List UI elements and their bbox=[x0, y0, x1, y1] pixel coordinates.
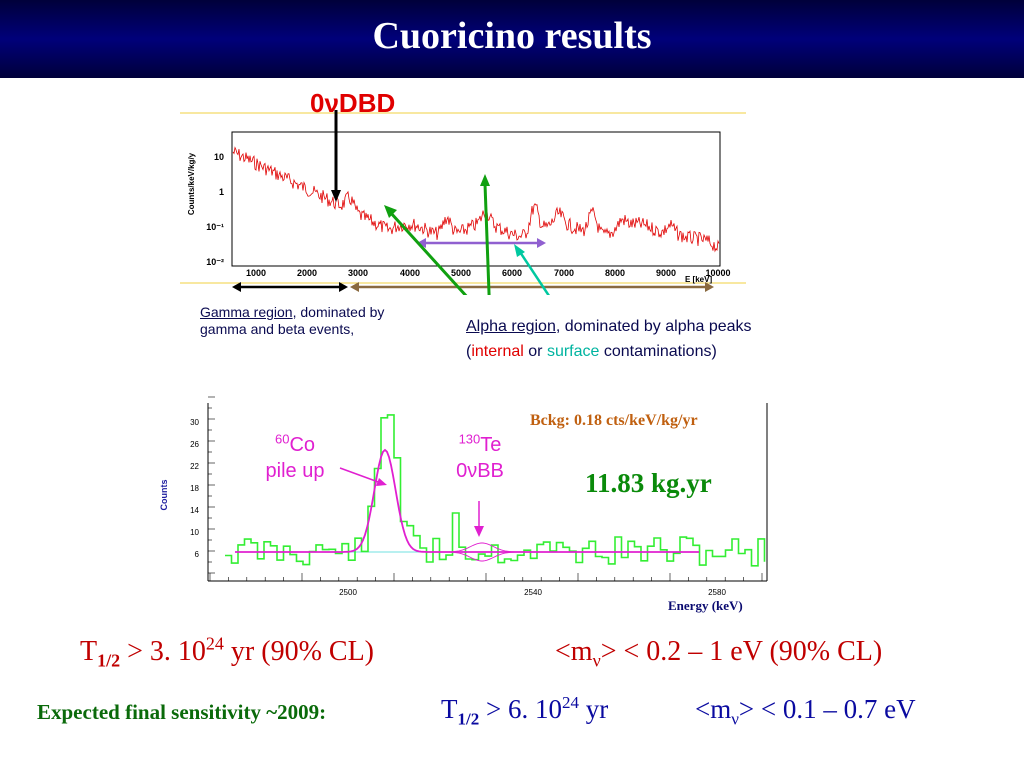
x-tick-label: 3000 bbox=[348, 268, 368, 278]
y-tick-label: 10 bbox=[190, 528, 199, 537]
gamma-region-text: , dominated by gamma and beta events, bbox=[200, 304, 385, 337]
x-tick-label: 7000 bbox=[554, 268, 574, 278]
internal-word: internal bbox=[471, 343, 524, 360]
co-pileup-label: 60Co pile up bbox=[250, 432, 340, 484]
alpha-peak-arrow bbox=[388, 210, 468, 295]
energy-spectrum-trace bbox=[232, 146, 720, 253]
y-tick-label: 30 bbox=[190, 418, 199, 427]
te-label: 130Te 0νBB bbox=[438, 432, 522, 484]
contaminations-word: contaminations) bbox=[599, 343, 717, 360]
alpha-region-name: Alpha region bbox=[466, 318, 556, 335]
signal-fit-curve bbox=[444, 542, 525, 553]
x-axis-label: E [keV] bbox=[685, 275, 712, 284]
zero-nu-dbd-label: 0νDBD bbox=[310, 88, 396, 118]
x-tick-label: 10000 bbox=[705, 268, 730, 278]
arrowhead bbox=[480, 174, 490, 186]
te-mass-number: 130 bbox=[458, 431, 481, 447]
alpha-region-text: , dominated by alpha peaks bbox=[555, 318, 752, 335]
signal-fit-curve bbox=[444, 551, 525, 562]
arrowhead bbox=[474, 526, 484, 537]
final-sensitivity-label: Expected final sensitivity ~2009: bbox=[37, 700, 327, 724]
roi-histogram-plot: Counts 30 26 22 18 14 10 6 2500 2540 258… bbox=[159, 396, 768, 597]
background-rate: Bckg: 0.18 cts/keV/kg/yr bbox=[530, 412, 698, 429]
page-title: Cuoricino results bbox=[372, 15, 652, 57]
alpha-region-note: Alpha region, dominated by alpha peaks (… bbox=[466, 314, 846, 364]
bracket-arrowhead bbox=[537, 238, 546, 248]
x-tick-label: 4000 bbox=[400, 268, 420, 278]
co-element: Co bbox=[289, 434, 316, 456]
x-tick-label: 9000 bbox=[656, 268, 676, 278]
top-spectrum-plot: Counts/keV/kg/y 10 1 10⁻¹ 10⁻² 1000 2000… bbox=[180, 110, 746, 295]
y-axis-label: Counts bbox=[159, 480, 169, 511]
bracket-arrowhead bbox=[417, 238, 426, 248]
arrowhead bbox=[331, 190, 341, 202]
te-0vbb-text: 0νBB bbox=[456, 460, 504, 482]
axis-ticks bbox=[208, 396, 763, 581]
x-axis-label: Energy (keV) bbox=[668, 598, 743, 613]
alpha-peak-arrow bbox=[483, 183, 491, 295]
y-axis-label: Counts/keV/kg/y bbox=[187, 152, 196, 215]
final-mass: <mν> < 0.1 – 0.7 eV bbox=[695, 694, 916, 729]
y-tick-label: 6 bbox=[195, 550, 200, 559]
fit-curve bbox=[235, 448, 699, 553]
bracket-arrowhead bbox=[339, 282, 348, 292]
mass-limit: <mν> < 0.2 – 1 eV (90% CL) bbox=[555, 636, 883, 671]
x-tick-label: 2580 bbox=[708, 588, 726, 597]
counts-histogram bbox=[225, 414, 766, 567]
y-tick-label: 22 bbox=[190, 462, 199, 471]
gamma-region-note: Gamma region, dominated by gamma and bet… bbox=[200, 304, 425, 338]
title-bar bbox=[0, 0, 1024, 78]
y-tick-label: 1 bbox=[219, 187, 224, 197]
bracket-arrowhead bbox=[232, 282, 241, 292]
x-tick-label: 5000 bbox=[451, 268, 471, 278]
bracket-arrowhead bbox=[705, 282, 714, 292]
exposure: 11.83 kg.yr bbox=[585, 468, 712, 498]
x-tick-label: 6000 bbox=[502, 268, 522, 278]
x-tick-label: 2540 bbox=[524, 588, 542, 597]
x-tick-label: 2500 bbox=[339, 588, 357, 597]
y-tick-label: 18 bbox=[190, 484, 199, 493]
final-half-life: T1/2 > 6. 1024 yr bbox=[441, 693, 609, 729]
surface-contamination-arrow bbox=[518, 251, 550, 295]
y-tick-label: 10⁻² bbox=[206, 257, 224, 267]
y-tick-label: 10⁻¹ bbox=[206, 222, 224, 232]
arrowhead bbox=[376, 478, 387, 486]
half-life-limit: T1/2 > 3. 1024 yr (90% CL) bbox=[80, 633, 374, 671]
te-element: Te bbox=[480, 434, 502, 456]
x-tick-label: 8000 bbox=[605, 268, 625, 278]
or-word: or bbox=[523, 343, 547, 360]
y-tick-label: 10 bbox=[214, 152, 224, 162]
y-tick-label: 26 bbox=[190, 440, 199, 449]
arrowhead bbox=[384, 205, 397, 218]
alpha-open-paren: ( bbox=[466, 343, 472, 360]
x-tick-label: 2000 bbox=[297, 268, 317, 278]
x-tick-label: 1000 bbox=[246, 268, 266, 278]
surface-word: surface bbox=[546, 343, 600, 360]
arrowhead bbox=[514, 244, 525, 257]
plot-frame bbox=[231, 131, 721, 267]
gamma-region-name: Gamma region bbox=[200, 304, 293, 320]
co-pileup-text: pile up bbox=[265, 460, 325, 482]
bracket-arrowhead bbox=[350, 282, 359, 292]
y-tick-label: 14 bbox=[190, 506, 199, 515]
co-pileup-arrow bbox=[339, 467, 382, 484]
co-mass-number: 60 bbox=[274, 431, 290, 447]
